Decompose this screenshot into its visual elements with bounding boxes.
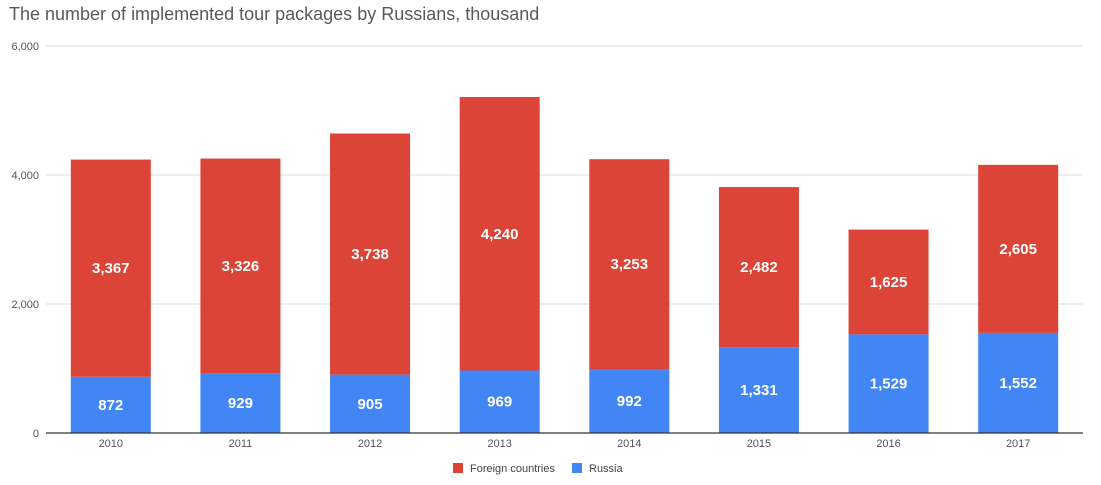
- data-label-foreign-countries-2016: 1,625: [870, 274, 908, 291]
- x-tick-label: 2013: [487, 438, 511, 450]
- data-label-russia-2012: 905: [358, 396, 383, 413]
- x-tick-label: 2011: [229, 438, 253, 450]
- data-label-russia-2016: 1,529: [870, 376, 908, 393]
- legend-swatch-foreign-countries: [453, 463, 463, 473]
- bar-foreign-countries-2012: [330, 133, 411, 375]
- bar-russia-2017: [978, 332, 1059, 433]
- y-axis-tick-labels: 0 2,000 4,000 6,000: [11, 41, 39, 440]
- legend-label-foreign-countries: Foreign countries: [470, 463, 555, 475]
- bar-russia-2013: [459, 370, 540, 433]
- bar-foreign-countries-2015: [718, 187, 799, 348]
- bar-foreign-countries-2013: [459, 97, 540, 371]
- data-labels: 872 3,367 929 3,326 905 3,738 969 4,240 992 3,253…: [92, 226, 1037, 414]
- y-tick-label: 4,000: [11, 170, 39, 182]
- data-label-russia-2017: 1,552: [999, 375, 1037, 392]
- data-label-russia-2014: 992: [617, 393, 642, 410]
- legend-label-russia: Russia: [589, 463, 624, 475]
- x-tick-label: 2016: [876, 438, 900, 450]
- data-label-russia-2010: 872: [98, 397, 123, 414]
- data-label-russia-2013: 969: [487, 394, 512, 411]
- data-label-foreign-countries-2014: 3,253: [611, 256, 649, 273]
- data-label-russia-2011: 929: [228, 395, 253, 412]
- bar-foreign-countries-2010: [70, 159, 151, 377]
- y-tick-label: 0: [33, 428, 39, 440]
- bar-russia-2010: [70, 376, 151, 433]
- y-tick-label: 6,000: [11, 41, 39, 53]
- bar-russia-2012: [330, 374, 411, 433]
- bars: [70, 97, 1059, 433]
- data-label-foreign-countries-2011: 3,326: [222, 258, 260, 275]
- data-label-foreign-countries-2015: 2,482: [740, 259, 778, 276]
- x-tick-label: 2017: [1006, 438, 1030, 450]
- x-tick-label: 2014: [617, 438, 641, 450]
- chart-title: The number of implemented tour packages …: [9, 4, 539, 24]
- bar-russia-2015: [718, 347, 799, 433]
- data-label-russia-2015: 1,331: [740, 382, 778, 399]
- y-tick-label: 2,000: [11, 299, 39, 311]
- x-tick-label: 2012: [358, 438, 382, 450]
- bar-russia-2016: [848, 334, 929, 433]
- bar-foreign-countries-2014: [589, 159, 670, 370]
- legend-swatch-russia: [572, 463, 582, 473]
- bar-foreign-countries-2011: [200, 158, 281, 374]
- data-label-foreign-countries-2010: 3,367: [92, 260, 130, 277]
- x-tick-label: 2015: [747, 438, 771, 450]
- legend: Foreign countries Russia: [453, 463, 624, 475]
- bar-foreign-countries-2017: [978, 164, 1059, 333]
- x-tick-label: 2010: [99, 438, 123, 450]
- bar-foreign-countries-2016: [848, 229, 929, 335]
- data-label-foreign-countries-2013: 4,240: [481, 226, 519, 243]
- data-label-foreign-countries-2012: 3,738: [351, 246, 389, 263]
- bar-russia-2011: [200, 373, 281, 433]
- bar-russia-2014: [589, 369, 670, 433]
- data-label-foreign-countries-2017: 2,605: [999, 241, 1037, 258]
- x-axis-tick-labels: 2010 2011 2012 2013 2014 2015 2016 2017: [99, 438, 1031, 450]
